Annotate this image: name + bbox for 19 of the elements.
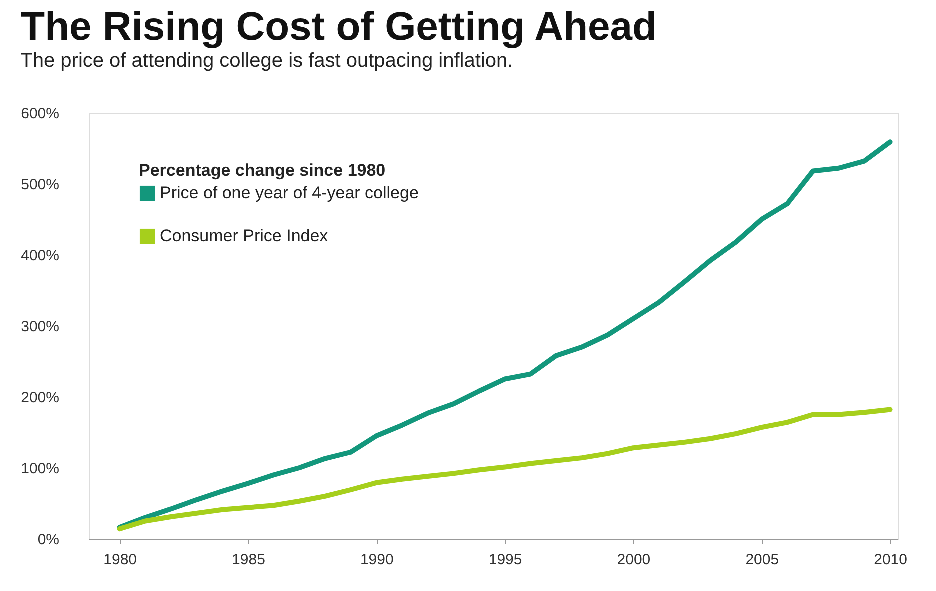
x-tick-label: 1990 [360,552,394,568]
y-tick-label: 400% [21,248,60,264]
x-tick-label: 2010 [874,552,908,568]
chart-subtitle: The price of attending college is fast outpacing inflation. [20,50,514,72]
x-tick-label: 1985 [232,552,266,568]
x-tick-label: 2005 [746,552,780,568]
chart-title: The Rising Cost of Getting Ahead [20,5,657,49]
x-tick-label: 1995 [488,552,522,568]
y-tick-label: 600% [21,106,60,122]
y-tick-label: 300% [21,318,60,336]
x-tick-label: 1980 [104,552,138,568]
x-tick-label: 2000 [617,552,651,568]
y-tick-label: 0% [38,532,60,548]
y-tick-label: 200% [21,390,60,406]
y-tick-label: 500% [21,176,60,194]
y-tick-label: 100% [21,460,60,478]
legend-title: Percentage change since 1980 [139,161,386,180]
legend-label: Consumer Price Index [160,226,329,246]
legend-label: Price of one year of 4-year college [160,184,419,202]
